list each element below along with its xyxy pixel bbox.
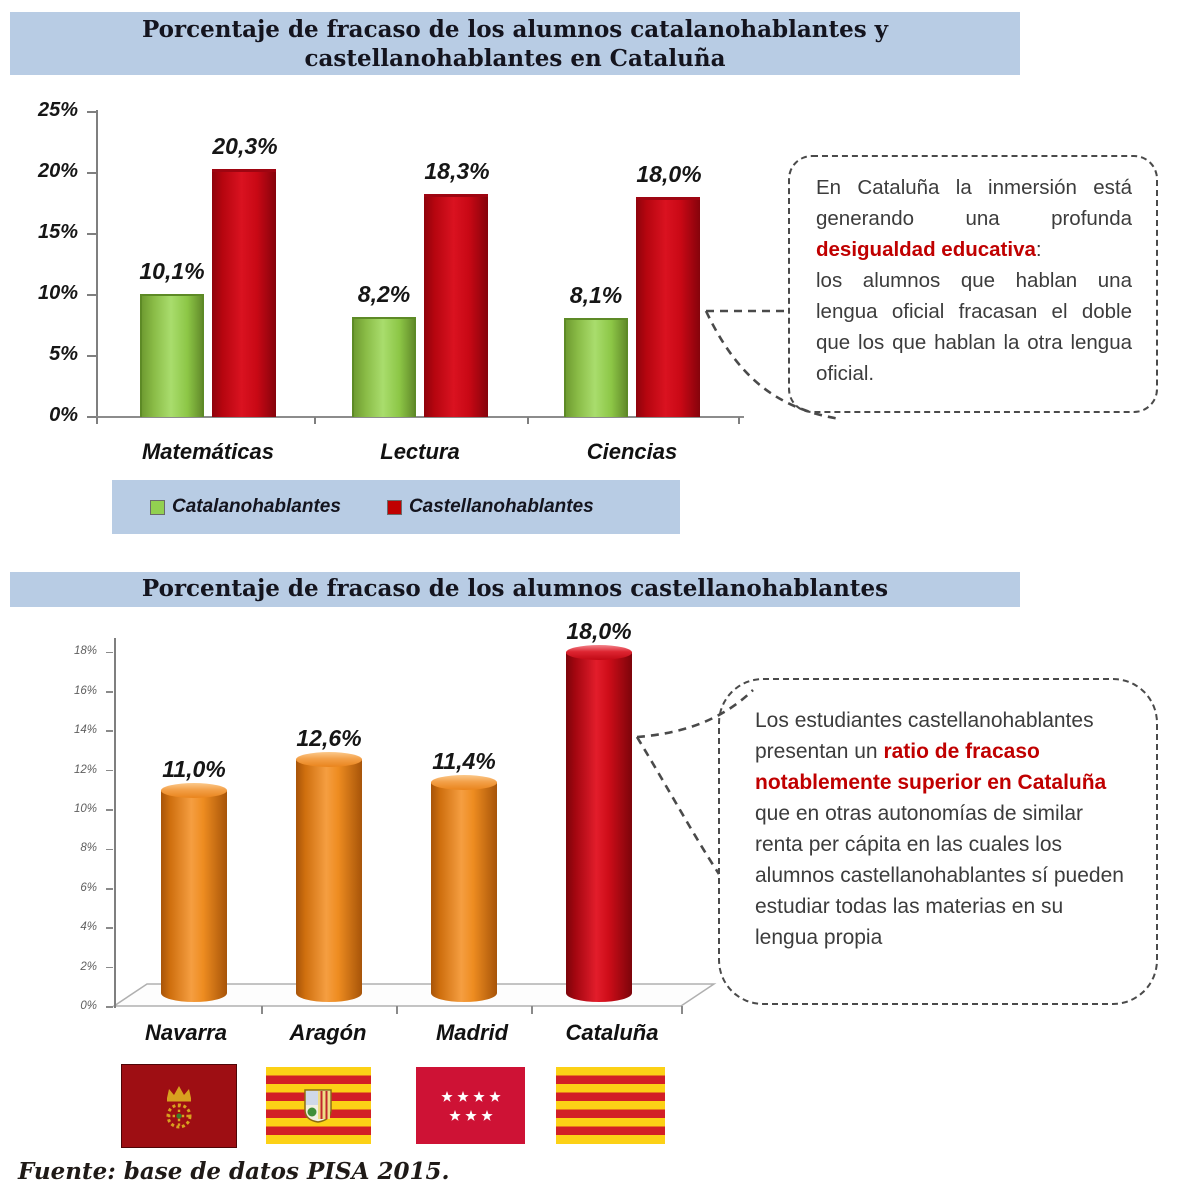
callout-inmersion-text: En Cataluña la inmersión está generando …	[816, 172, 1132, 389]
value-label: 11,4%	[432, 748, 496, 775]
chart1-title: Porcentaje de fracaso de los alumnos cat…	[10, 12, 1020, 75]
chart2-y-tick	[106, 809, 113, 811]
chart2-y-tick	[106, 848, 113, 851]
callout-text-segment: los alumnos que hablan una lengua oficia…	[816, 269, 1132, 385]
chart1-y-tick-label: 10%	[37, 282, 78, 304]
chart1-x-tick	[738, 417, 740, 424]
callout-text-segment: Los estudiantes castellanohablantes pres…	[755, 709, 1094, 763]
callout-inmersion: En Cataluña la inmersión está generando …	[788, 155, 1158, 413]
chart2-y-tick-label: 0%	[80, 1000, 97, 1012]
chart2-y-tick-label: 10%	[73, 803, 97, 815]
chart1-category-label: Lectura	[380, 439, 460, 464]
flag-madrid-icon	[416, 1067, 525, 1144]
chart1-category-label: Ciencias	[586, 439, 678, 464]
legend-label: Castellanohablantes	[408, 496, 594, 517]
value-label: 11,0%	[162, 756, 226, 783]
chart1-x-axis	[96, 416, 744, 418]
chart1-x-tick	[314, 417, 316, 424]
flag-cataluna-icon	[556, 1067, 665, 1144]
callout-ratio-text: Los estudiantes castellanohablantes pres…	[755, 705, 1126, 953]
chart2-y-tick-label: 12%	[73, 763, 97, 776]
chart2-y-tick	[106, 1006, 113, 1008]
chart2-y-tick-label: 8%	[80, 842, 97, 855]
chart2-y-tick-label: 4%	[80, 921, 97, 934]
chart1-y-tick-label: 20%	[37, 160, 78, 182]
chart2-x-tick	[681, 1006, 683, 1014]
chart1-y-axis	[96, 110, 98, 418]
legend-item-castellanohablantes: Castellanohablantes	[386, 496, 594, 518]
chart1-y-tick-label: 0%	[49, 404, 78, 426]
chart2-x-tick	[396, 1006, 398, 1014]
legend-swatch-green	[150, 499, 165, 515]
chart2-y-tick-label: 2%	[80, 960, 97, 973]
bar-catalanohablantes	[352, 316, 416, 417]
callout2-connector-curve	[635, 736, 721, 875]
bar-catalanohablantes	[564, 318, 628, 417]
bar-catalanohablantes	[140, 293, 204, 417]
chart2-x-tick	[261, 1006, 263, 1014]
chart1-x-tick	[527, 417, 529, 424]
chart2-y-tick	[106, 691, 113, 693]
chart1-title-line2: castellanohablantes en Cataluña	[304, 45, 726, 72]
chart2-y-tick	[106, 888, 113, 890]
chart1-y-tick	[87, 111, 96, 113]
chart2-y-axis	[114, 638, 116, 1008]
chart1-y-tick	[87, 355, 96, 357]
flag-aragon-icon	[266, 1067, 371, 1144]
chart2-y-tick-label: 18%	[73, 645, 97, 658]
value-label: 12,6%	[296, 724, 362, 751]
chart1-y-tick-label: 15%	[37, 221, 78, 243]
chart1-y-tick-label: 5%	[49, 343, 78, 365]
chart1-y-tick	[87, 416, 96, 418]
chart1-category-label: Matemáticas	[141, 439, 275, 464]
value-label-castellanohablantes: 18,0%	[636, 161, 702, 188]
bar-castellanohablantes	[212, 169, 276, 417]
cylinder-bar-navarra	[161, 783, 227, 1002]
chart2-title: Porcentaje de fracaso de los alumnos cas…	[10, 572, 1020, 607]
chart2-y-tick	[106, 769, 113, 772]
callout-text-segment: que en otras autonomías de similar renta…	[755, 802, 1124, 949]
chart2-category-label: Navarra	[145, 1020, 227, 1045]
chart1-y-tick	[87, 294, 96, 296]
cylinder-bar-aragón	[296, 751, 362, 1002]
source-note: Fuente: base de datos PISA 2015.	[18, 1158, 450, 1185]
flag-navarra-icon	[121, 1064, 237, 1148]
value-label: 18,0%	[566, 618, 632, 645]
chart2-x-tick	[531, 1006, 533, 1014]
callout-highlight-text: desigualdad educativa	[816, 238, 1036, 261]
chart1-y-tick-label: 25%	[37, 99, 78, 121]
chart2-y-tick-label: 16%	[73, 684, 97, 697]
callout-ratio-fracaso: Los estudiantes castellanohablantes pres…	[718, 678, 1158, 1005]
chart2-category-label: Madrid	[435, 1020, 509, 1045]
bar-castellanohablantes	[636, 197, 700, 417]
chart2-y-tick	[106, 730, 113, 732]
bar-castellanohablantes	[424, 193, 488, 417]
chart2-y-tick-label: 6%	[80, 881, 97, 894]
legend-label: Catalanohablantes	[172, 496, 341, 517]
value-label-catalanohablantes: 10,1%	[139, 257, 205, 284]
chart1-y-tick	[87, 172, 96, 174]
chart2-y-tick	[106, 651, 113, 654]
chart1-x-tick	[96, 417, 98, 424]
legend-swatch-red	[386, 499, 402, 515]
callout-text-segment: En Cataluña la inmersión está generando …	[816, 176, 1132, 230]
chart2-category-label: Cataluña	[565, 1020, 659, 1045]
value-label-castellanohablantes: 20,3%	[212, 133, 278, 160]
chart1-legend: Catalanohablantes Castellanohablantes	[112, 480, 680, 534]
chart2-y-tick-label: 14%	[73, 724, 97, 737]
chart1-y-tick	[87, 233, 96, 235]
value-label-catalanohablantes: 8,1%	[569, 282, 623, 309]
callout-highlight-text: ratio de fracaso notablemente superior e…	[755, 740, 1107, 794]
legend-item-catalanohablantes: Catalanohablantes	[150, 496, 341, 518]
chart2-y-tick	[106, 966, 113, 969]
value-label-catalanohablantes: 8,2%	[357, 280, 411, 307]
cylinder-bar-madrid	[431, 775, 497, 1002]
chart2-category-label: Aragón	[289, 1020, 367, 1045]
chart1-title-line1: Porcentaje de fracaso de los alumnos cat…	[141, 16, 889, 43]
value-label-castellanohablantes: 18,3%	[424, 157, 490, 184]
callout-text-segment: :	[1035, 238, 1042, 261]
cylinder-bar-cataluña	[566, 645, 632, 1002]
chart2-y-tick	[106, 927, 113, 929]
